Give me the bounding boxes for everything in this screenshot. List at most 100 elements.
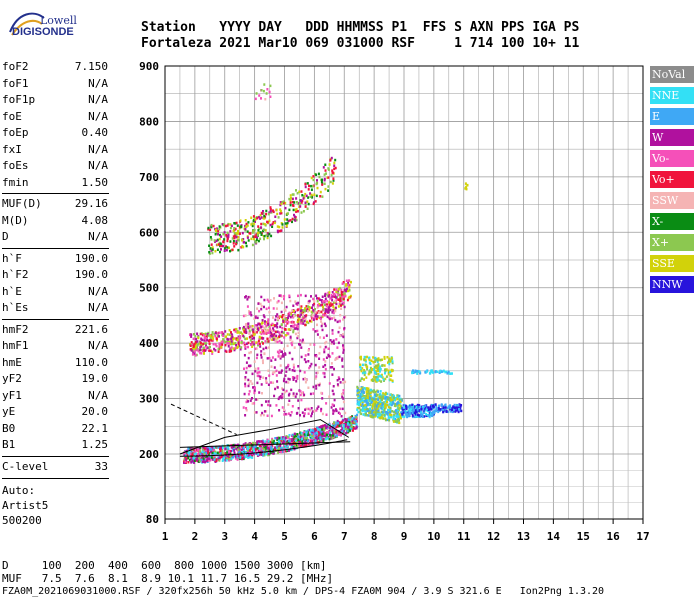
echo-point (385, 375, 388, 378)
echo-point (283, 444, 286, 448)
echo-point (229, 230, 232, 233)
echo-point (348, 286, 351, 289)
echo-point (248, 382, 251, 385)
param-name: MUF(D) (2, 197, 42, 210)
echo-point (297, 365, 300, 368)
echo-point (235, 457, 237, 460)
echo-point (228, 350, 231, 353)
param-name: M(D) (2, 213, 29, 227)
echo-point (230, 224, 233, 228)
echo-point (277, 317, 279, 321)
echo-point (328, 163, 331, 166)
echo-point (330, 406, 333, 409)
echo-point (192, 344, 195, 347)
echo-point (271, 222, 274, 226)
echo-point (273, 446, 276, 449)
echo-point (233, 245, 236, 248)
echo-point (359, 356, 362, 359)
param-value: N/A (88, 159, 108, 172)
echo-point (329, 339, 332, 342)
echo-point (329, 308, 332, 312)
echo-point (309, 365, 312, 368)
echo-point (342, 348, 345, 352)
echo-point (340, 297, 343, 300)
echo-point (345, 289, 347, 293)
echo-point (269, 210, 272, 213)
echo-point (199, 332, 202, 336)
echo-point (409, 409, 412, 412)
echo-point (333, 367, 335, 371)
echo-point (301, 338, 304, 342)
echo-point (248, 231, 251, 235)
echo-point (364, 413, 367, 416)
echo-point (263, 444, 266, 448)
echo-point (360, 368, 362, 371)
echo-point (223, 238, 226, 241)
echo-point (191, 459, 194, 463)
echo-point (256, 398, 259, 401)
echo-point (333, 404, 335, 407)
echo-point (271, 334, 274, 337)
echo-point (270, 359, 273, 362)
echo-point (367, 414, 370, 417)
echo-point (311, 313, 314, 317)
echo-point (322, 336, 325, 339)
echo-point (225, 234, 228, 237)
echo-point (301, 317, 304, 320)
echo-point (210, 225, 213, 229)
echo-point (341, 294, 343, 297)
echo-point (197, 349, 200, 353)
echo-point (384, 418, 387, 422)
echo-point (330, 173, 333, 177)
echo-point (279, 325, 282, 329)
echo-point (405, 406, 408, 409)
echo-point (253, 342, 256, 346)
echo-point (247, 378, 250, 382)
echo-point (289, 315, 292, 319)
echo-point (283, 294, 286, 298)
echo-point (219, 447, 221, 451)
echo-point (366, 403, 369, 407)
echo-point (199, 351, 202, 355)
echo-point (242, 325, 245, 329)
echo-point (211, 350, 214, 353)
echo-point (323, 182, 326, 185)
echo-point (219, 242, 222, 245)
echo-point (281, 387, 284, 390)
echo-point (294, 208, 297, 212)
echo-point (331, 366, 334, 369)
echo-point (329, 297, 332, 300)
echo-point (321, 304, 324, 307)
echo-point (436, 370, 439, 373)
echo-point (385, 395, 388, 399)
echo-point (219, 233, 221, 237)
echo-point (449, 406, 452, 410)
x-tick-label: 5 (281, 530, 288, 543)
echo-point (285, 224, 288, 228)
echo-point (307, 360, 310, 363)
echo-point (320, 324, 323, 328)
echo-point (308, 433, 310, 437)
echo-point (271, 439, 274, 442)
legend-item-nne: NNE (650, 87, 694, 104)
echo-point (375, 408, 377, 412)
echo-point (217, 243, 220, 246)
echo-point (202, 457, 205, 460)
echo-point (280, 202, 283, 206)
echo-point (331, 434, 334, 437)
echo-point (334, 309, 337, 313)
echo-point (321, 195, 324, 198)
echo-point (299, 431, 302, 434)
echo-point (328, 382, 331, 385)
echo-point (346, 298, 349, 302)
echo-point (372, 413, 375, 417)
echo-point (275, 307, 278, 310)
echo-point (210, 238, 213, 241)
echo-point (333, 398, 336, 402)
echo-point (325, 356, 328, 359)
echo-point (460, 404, 463, 407)
echo-point (364, 360, 367, 363)
echo-point (271, 322, 274, 326)
echo-point (303, 371, 306, 374)
echo-point (244, 331, 247, 334)
